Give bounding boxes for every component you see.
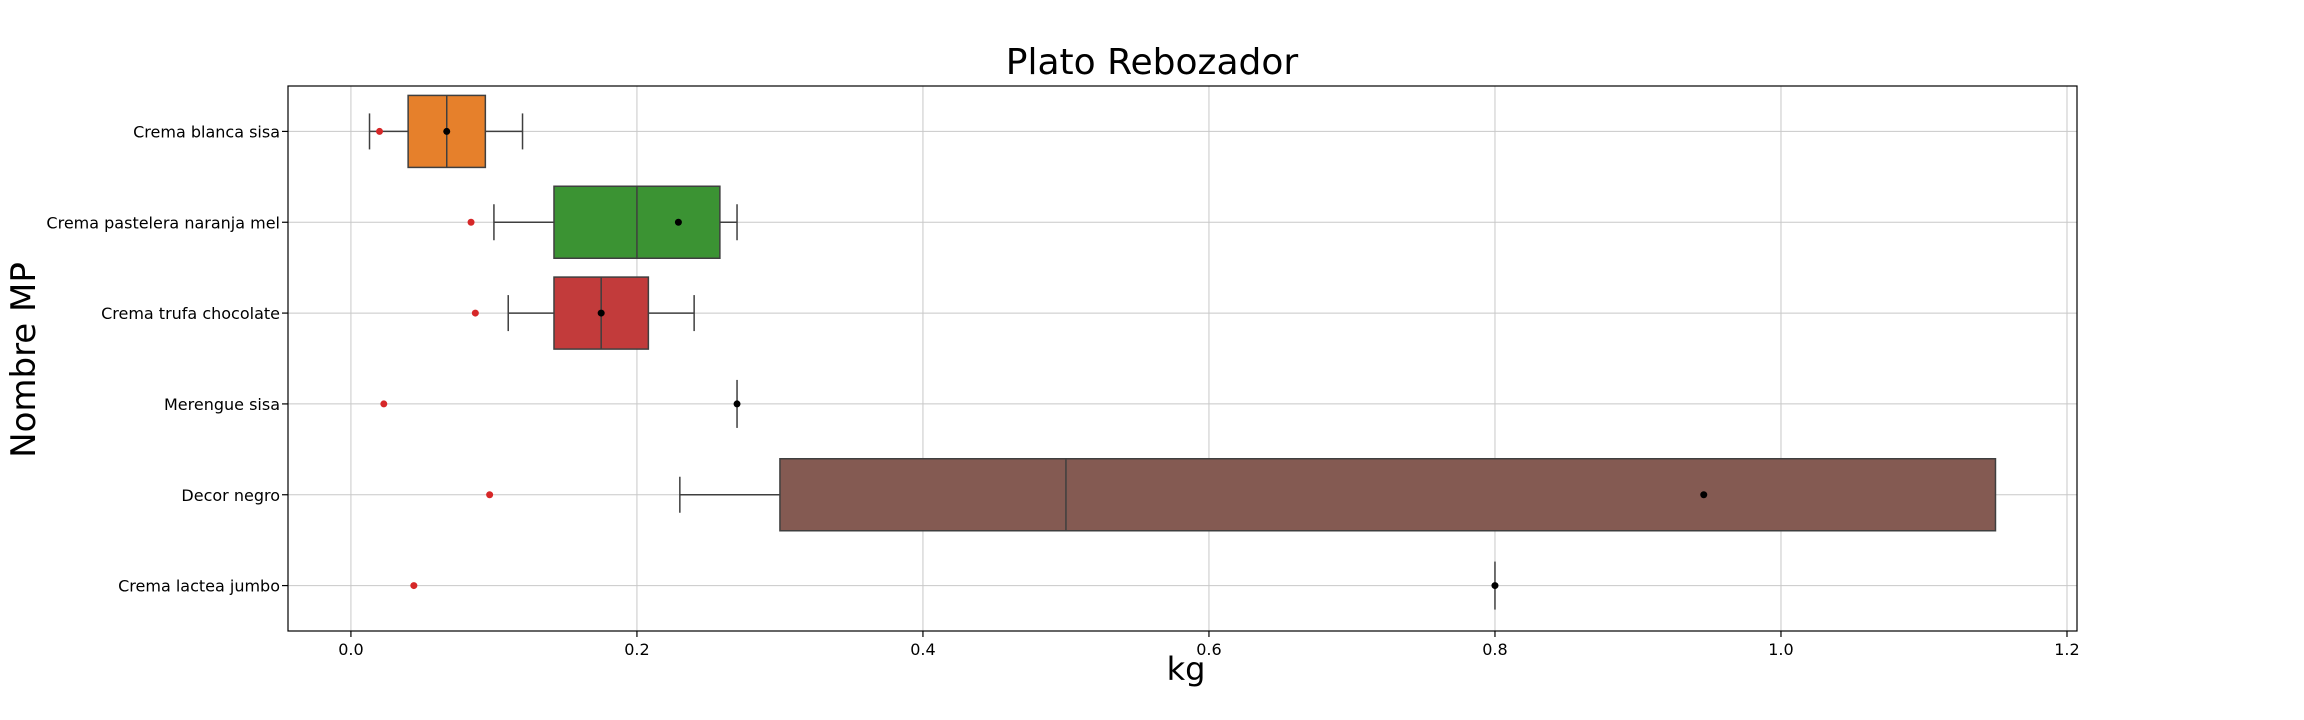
red-marker xyxy=(486,491,494,499)
y-tick-label: Decor negro xyxy=(181,486,280,505)
x-tick-label: 0.2 xyxy=(624,640,649,659)
plot-area xyxy=(288,86,2077,631)
mean-marker xyxy=(443,127,451,135)
mean-marker xyxy=(733,400,741,408)
y-tick-label: Crema trufa chocolate xyxy=(101,304,280,323)
red-marker xyxy=(410,582,418,590)
chart-title: Plato Rebozador xyxy=(1005,42,1299,83)
mean-marker xyxy=(597,309,605,317)
x-tick-label: 0.6 xyxy=(1196,640,1221,659)
red-marker xyxy=(471,309,479,317)
mean-marker xyxy=(1700,491,1708,499)
red-marker xyxy=(380,400,388,408)
mean-marker xyxy=(1491,582,1499,590)
red-marker xyxy=(467,218,475,226)
box xyxy=(779,458,1997,532)
y-tick-label: Crema blanca sisa xyxy=(133,122,280,141)
y-tick-label: Crema lactea jumbo xyxy=(118,577,280,596)
x-tick-label: 1.2 xyxy=(2054,640,2079,659)
y-tick-label: Merengue sisa xyxy=(164,395,280,414)
y-tick-label: Crema pastelera naranja mel xyxy=(46,213,280,232)
x-axis-label: kg xyxy=(1166,650,1206,688)
axes-frame xyxy=(287,85,2078,632)
x-tick-label: 0.0 xyxy=(338,640,363,659)
x-tick-label: 0.8 xyxy=(1482,640,1507,659)
x-tick-label: 1.0 xyxy=(1768,640,1793,659)
mean-marker xyxy=(674,218,682,226)
red-marker xyxy=(376,127,384,135)
x-tick-label: 0.4 xyxy=(910,640,935,659)
